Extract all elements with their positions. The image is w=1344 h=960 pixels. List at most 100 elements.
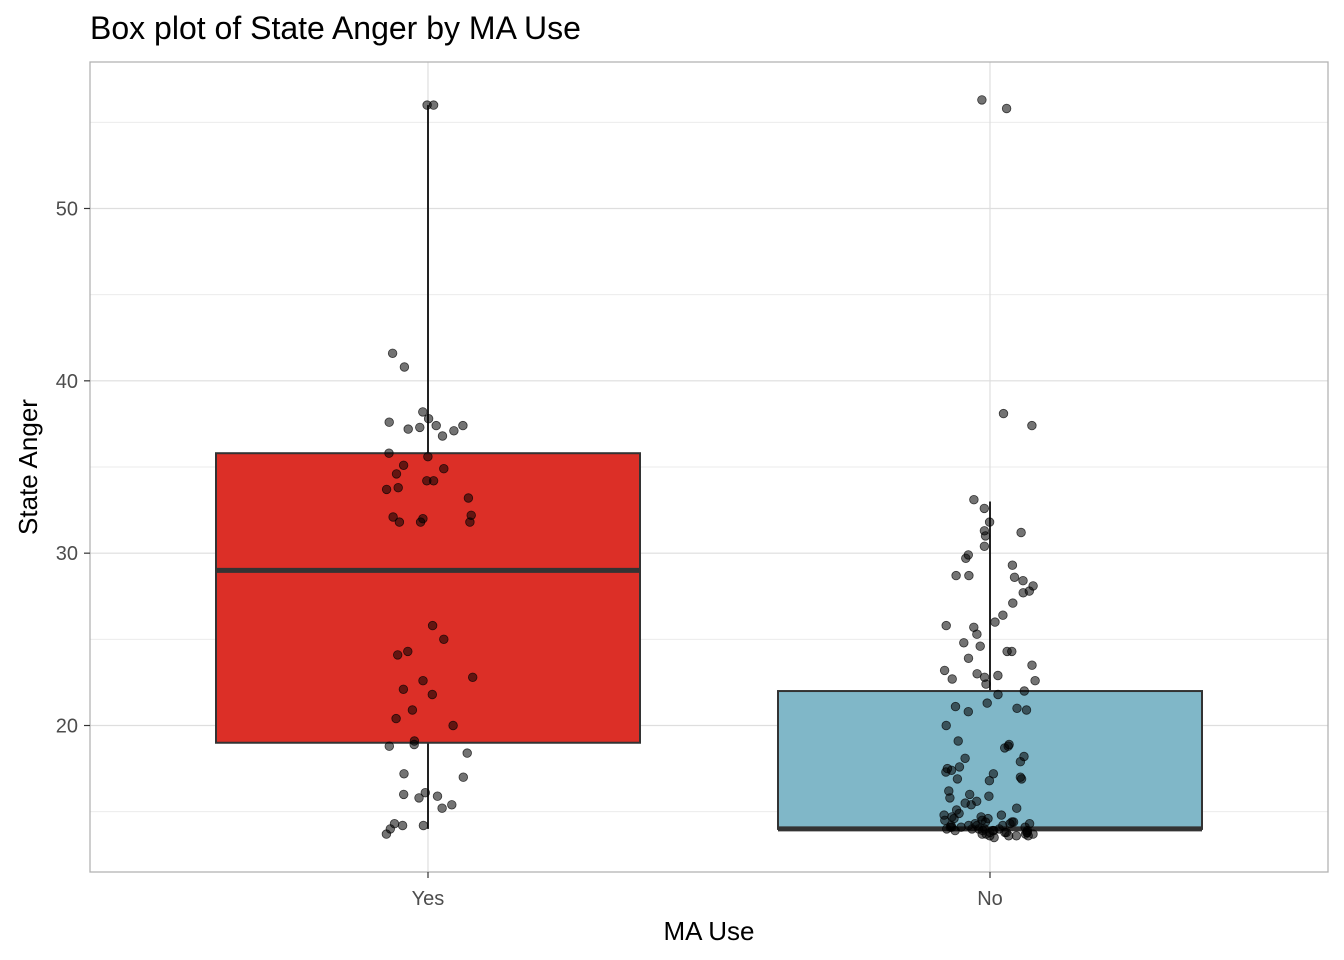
data-point-no	[984, 517, 995, 527]
y-tick-label: 50	[56, 198, 78, 220]
data-point-no	[1027, 660, 1037, 670]
data-point-yes	[398, 684, 409, 695]
data-point-yes	[448, 720, 458, 731]
data-point-no	[950, 825, 960, 836]
data-point-yes	[447, 800, 457, 810]
data-point-yes	[418, 676, 428, 686]
data-point-no	[977, 95, 987, 105]
data-point-yes	[414, 793, 424, 803]
data-point-no	[945, 793, 955, 803]
data-point-no	[1009, 572, 1020, 583]
data-point-yes	[388, 512, 398, 522]
data-point-yes	[403, 646, 413, 657]
data-point-no	[993, 670, 1003, 681]
data-point-yes	[418, 820, 429, 831]
data-point-yes	[384, 417, 394, 427]
x-axis-label: MA Use	[663, 916, 754, 946]
data-point-no	[979, 503, 990, 514]
data-point-yes	[393, 483, 403, 493]
data-point-yes	[391, 469, 402, 479]
data-point-yes	[399, 789, 409, 800]
box-no	[777, 690, 1203, 830]
data-point-yes	[439, 634, 449, 645]
data-point-no	[989, 832, 999, 843]
data-point-yes	[418, 407, 428, 417]
y-tick-label: 40	[56, 371, 78, 393]
panel-border	[89, 61, 1329, 873]
data-point-no	[981, 679, 991, 689]
data-point-no	[990, 617, 1000, 627]
data-point-no	[941, 767, 951, 777]
x-tick-label-no: No	[977, 888, 1003, 910]
data-point-no	[941, 720, 951, 731]
data-point-no	[993, 689, 1003, 700]
data-point-yes	[394, 517, 405, 527]
data-point-yes	[393, 650, 403, 660]
x-tick-label-yes: Yes	[412, 888, 445, 910]
data-point-no	[1012, 803, 1022, 813]
data-point-yes	[437, 803, 447, 813]
data-point-no	[984, 791, 994, 801]
data-point-yes	[465, 517, 475, 527]
data-point-yes	[391, 713, 401, 724]
data-point-no	[1018, 588, 1028, 598]
data-point-no	[963, 707, 974, 717]
data-point-yes	[422, 476, 432, 486]
data-point-no	[1012, 703, 1022, 714]
data-point-no	[951, 570, 961, 581]
data-point-no	[980, 531, 991, 541]
data-point-yes	[462, 748, 472, 758]
data-point-no	[1030, 676, 1040, 686]
data-point-yes	[439, 464, 449, 474]
data-point-yes	[397, 820, 408, 831]
data-point-no	[998, 408, 1009, 419]
data-point-no	[954, 762, 965, 772]
data-point-yes	[387, 348, 398, 359]
data-point-no	[942, 824, 952, 834]
data-point-yes	[432, 791, 443, 801]
data-point-no	[947, 674, 957, 684]
data-point-no	[969, 495, 979, 505]
boxes	[215, 105, 1203, 832]
data-point-no	[1001, 103, 1012, 114]
data-point-no	[1007, 646, 1017, 657]
data-point-yes	[381, 484, 392, 495]
data-point-yes	[384, 448, 394, 458]
data-point-yes	[399, 769, 409, 779]
data-point-yes	[427, 620, 438, 631]
data-point-no	[939, 665, 950, 676]
data-point-no	[950, 701, 961, 712]
data-point-no	[1027, 420, 1037, 431]
data-point-yes	[428, 100, 439, 110]
data-point-no	[984, 776, 995, 786]
axis-ticks: 20 30 40 50 Yes No	[56, 198, 1003, 910]
data-point-yes	[407, 705, 418, 715]
data-point-no	[940, 815, 950, 826]
data-point-no	[1023, 831, 1033, 841]
data-point-yes	[415, 422, 425, 433]
data-point-yes	[458, 772, 469, 782]
data-point-yes	[398, 460, 409, 471]
data-point-no	[1016, 527, 1026, 538]
data-point-no	[965, 789, 975, 800]
y-axis-label: State Anger	[13, 399, 43, 535]
data-point-yes	[431, 420, 441, 431]
data-point-yes	[437, 431, 448, 441]
data-point-no	[988, 769, 999, 779]
data-point-no	[961, 553, 971, 564]
data-point-yes	[403, 424, 413, 434]
data-point-no	[972, 629, 982, 639]
data-point-yes	[409, 739, 419, 750]
data-point-yes	[420, 788, 431, 798]
data-point-no	[941, 620, 951, 631]
chart-title: Box plot of State Anger by MA Use	[90, 10, 581, 46]
data-point-yes	[423, 452, 433, 462]
data-point-yes	[384, 741, 395, 751]
data-point-yes	[468, 672, 478, 683]
data-point-yes	[399, 362, 410, 372]
data-point-no	[975, 641, 985, 651]
data-point-no	[998, 610, 1008, 620]
data-point-no	[966, 800, 976, 810]
data-point-no	[1021, 705, 1032, 715]
